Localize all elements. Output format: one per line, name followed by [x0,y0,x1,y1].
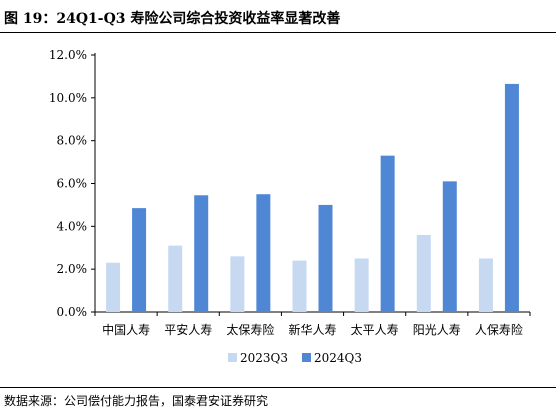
x-tick-label: 阳光人寿 [413,323,461,337]
y-tick-label: 0.0% [57,305,88,319]
x-tick-label: 平安人寿 [164,322,212,337]
x-tick-label: 太平人寿 [351,322,399,337]
figure-header: 图 19：24Q1-Q3 寿险公司综合投资收益率显著改善 [0,6,556,33]
y-tick-label: 10.0% [49,91,87,105]
bar-2023q3-4 [354,258,369,312]
bar-2023q3-2 [230,256,245,312]
bar-2023q3-5 [416,234,431,312]
legend-label-2023q3: 2023Q3 [240,351,288,365]
source-divider [0,387,556,388]
bar-2023q3-0 [106,262,121,312]
y-tick-label: 12.0% [49,48,87,62]
y-tick-label: 8.0% [57,134,88,148]
bar-2024q3-4 [380,155,395,312]
y-tick-label: 4.0% [57,219,88,233]
legend-label-2024q3: 2024Q3 [314,351,362,365]
legend-swatch-2024q3 [302,353,311,362]
bar-chart: 0.0% 2.0% 4.0% 6.0% 8.0% 10.0% 12.0% 中国人寿 平安人寿 太保… [49,48,531,365]
bar-2024q3-3 [318,204,333,312]
bar-2024q3-0 [132,208,147,312]
bar-2023q3-3 [292,260,307,312]
bar-2024q3-6 [504,83,519,312]
bar-2023q3-1 [168,245,183,312]
bar-2024q3-1 [194,195,209,312]
x-tick-label: 人保寿险 [475,322,523,337]
legend-swatch-2023q3 [228,353,237,362]
bar-2023q3-6 [478,258,493,312]
x-tick-label: 新华人寿 [288,322,336,337]
data-source-note: 数据来源：公司偿付能力报告，国泰君安证券研究 [4,394,269,408]
title-divider [0,32,556,33]
figure-title: 图 19：24Q1-Q3 寿险公司综合投资收益率显著改善 [4,11,341,27]
bar-2024q3-2 [256,194,271,312]
y-tick-label: 2.0% [57,262,88,276]
x-tick-label: 太保寿险 [226,322,274,337]
x-tick-label: 中国人寿 [102,322,150,337]
bar-2024q3-5 [442,181,457,312]
y-tick-label: 6.0% [57,177,88,191]
